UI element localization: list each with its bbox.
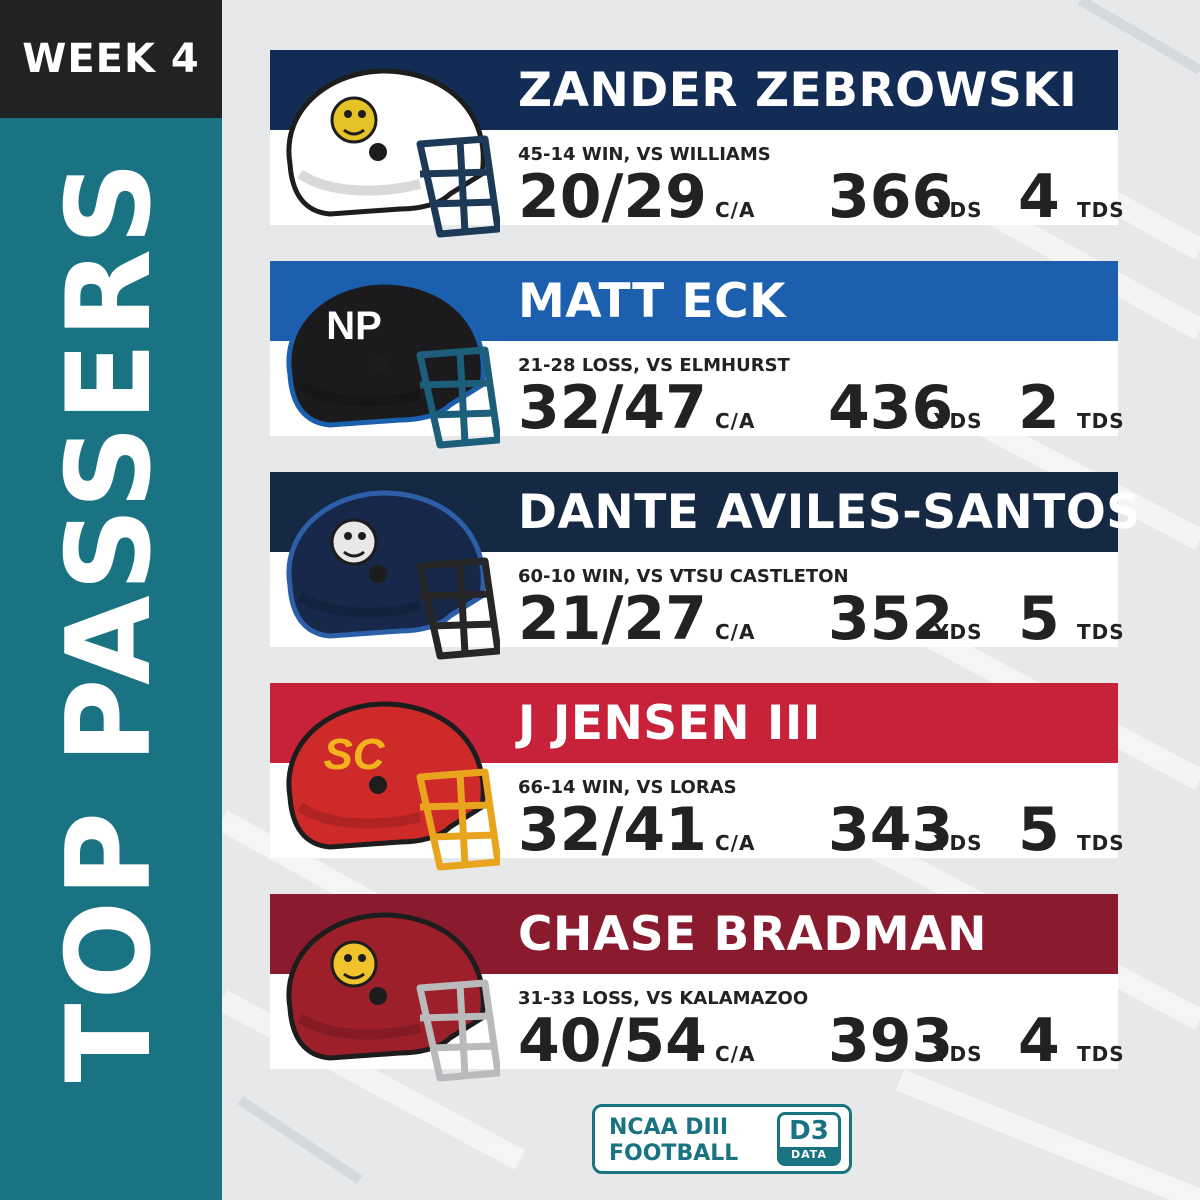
passing-yards-value: 393 (828, 1006, 954, 1076)
helmet-shade (297, 802, 422, 829)
helmet-logo (330, 940, 378, 988)
completions-attempts-value: 32/47 (518, 373, 707, 443)
passing-yards-unit: YDS (934, 831, 983, 855)
completions-attempts-unit: C/A (715, 1042, 756, 1066)
helmet-icon (286, 68, 500, 238)
passer-card: MATT ECK 21-28 LOSS, VS ELMHURST 32/47 C/A 4… (270, 261, 1200, 449)
helmet-logo (330, 518, 378, 566)
completions-attempts-value: 40/54 (518, 1006, 707, 1076)
sidebar: WEEK 4 TOP PASSERS (0, 0, 222, 1200)
completions-attempts-unit: C/A (715, 831, 756, 855)
helmet-facemask (416, 557, 500, 660)
stat-line: 32/47 C/A 436 YDS 2 TDS (518, 373, 1124, 443)
touchdowns-unit: TDS (1077, 620, 1125, 644)
helmet-logo: NP (326, 304, 382, 348)
helmet-facemask (416, 768, 500, 871)
badge-data: DATA (780, 1147, 838, 1163)
helmet-icon: SC (286, 701, 500, 871)
helmet-shade (297, 591, 422, 618)
helmet-facemask (416, 135, 500, 238)
passer-card: CHASE BRADMAN 31-33 LOSS, VS KALAMAZOO 40/… (270, 894, 1200, 1082)
passing-yards-unit: YDS (934, 620, 983, 644)
helmet-shade (297, 380, 422, 407)
helmet-shade (297, 169, 422, 196)
game-result: 45-14 WIN, VS WILLIAMS (518, 144, 771, 165)
helmet-logo: SC (323, 730, 385, 779)
helmet-icon (286, 912, 500, 1082)
helmet-ear-hole (369, 354, 387, 372)
passing-yards-unit: YDS (934, 1042, 983, 1066)
passing-yards-value: 352 (828, 584, 954, 654)
helmet-ear-hole (369, 776, 387, 794)
helmet-ear-hole (369, 143, 387, 161)
touchdowns-value: 5 (1018, 795, 1060, 865)
helmet-icon: NP (286, 279, 500, 449)
touchdowns-unit: TDS (1077, 1042, 1125, 1066)
touchdowns-unit: TDS (1077, 409, 1125, 433)
week-label: WEEK 4 (0, 0, 222, 118)
completions-attempts-unit: C/A (715, 198, 756, 222)
completions-attempts-value: 20/29 (518, 162, 707, 232)
touchdowns-value: 2 (1018, 373, 1060, 443)
helmet-shade (297, 1013, 422, 1040)
passing-yards-unit: YDS (934, 409, 983, 433)
helmet-facemask (416, 979, 500, 1082)
player-name: DANTE AVILES-SANTOS (518, 485, 1141, 540)
page-title: TOP PASSERS (42, 157, 177, 1083)
helmet-logo (330, 96, 378, 144)
d3-data-badge: D3 DATA (777, 1112, 841, 1166)
helmet-ear-hole (369, 565, 387, 583)
logo-line-1: NCAA DIII (609, 1115, 729, 1140)
completions-attempts-unit: C/A (715, 620, 756, 644)
stat-line: 32/41 C/A 343 YDS 5 TDS (518, 795, 1124, 865)
player-name: MATT ECK (518, 274, 787, 329)
touchdowns-unit: TDS (1077, 831, 1125, 855)
helmet-facemask (416, 346, 500, 449)
passer-card: ZANDER ZEBROWSKI 45-14 WIN, VS WILLIAMS 20… (270, 50, 1200, 238)
player-name: J JENSEN III (518, 696, 821, 751)
logo-line-2: FOOTBALL (609, 1141, 739, 1166)
stat-line: 20/29 C/A 366 YDS 4 TDS (518, 162, 1124, 232)
touchdowns-value: 4 (1018, 162, 1060, 232)
game-result: 31-33 LOSS, VS KALAMAZOO (518, 988, 809, 1009)
completions-attempts-value: 21/27 (518, 584, 707, 654)
helmet-icon (286, 490, 500, 660)
touchdowns-unit: TDS (1077, 198, 1125, 222)
passing-yards-unit: YDS (934, 198, 983, 222)
game-result: 60-10 WIN, VS VTSU CASTLETON (518, 566, 849, 587)
passer-card: DANTE AVILES-SANTOS 60-10 WIN, VS VTSU CA… (270, 472, 1200, 660)
passer-card: J JENSEN III 66-14 WIN, VS LORAS 32/41 C/A 3… (270, 683, 1200, 871)
completions-attempts-value: 32/41 (518, 795, 707, 865)
passing-yards-value: 436 (828, 373, 954, 443)
completions-attempts-unit: C/A (715, 409, 756, 433)
game-result: 66-14 WIN, VS LORAS (518, 777, 737, 798)
ncaa-diii-football-logo: NCAA DIII FOOTBALL D3 DATA (592, 1104, 852, 1174)
badge-d3: D3 (789, 1116, 829, 1146)
player-name: ZANDER ZEBROWSKI (518, 63, 1078, 118)
touchdowns-value: 5 (1018, 584, 1060, 654)
touchdowns-value: 4 (1018, 1006, 1060, 1076)
stat-line: 40/54 C/A 393 YDS 4 TDS (518, 1006, 1124, 1076)
stat-line: 21/27 C/A 352 YDS 5 TDS (518, 584, 1124, 654)
game-result: 21-28 LOSS, VS ELMHURST (518, 355, 790, 376)
helmet-ear-hole (369, 987, 387, 1005)
passing-yards-value: 343 (828, 795, 954, 865)
player-name: CHASE BRADMAN (518, 907, 987, 962)
logo-text: NCAA DIII FOOTBALL (609, 1115, 738, 1167)
passing-yards-value: 366 (828, 162, 954, 232)
